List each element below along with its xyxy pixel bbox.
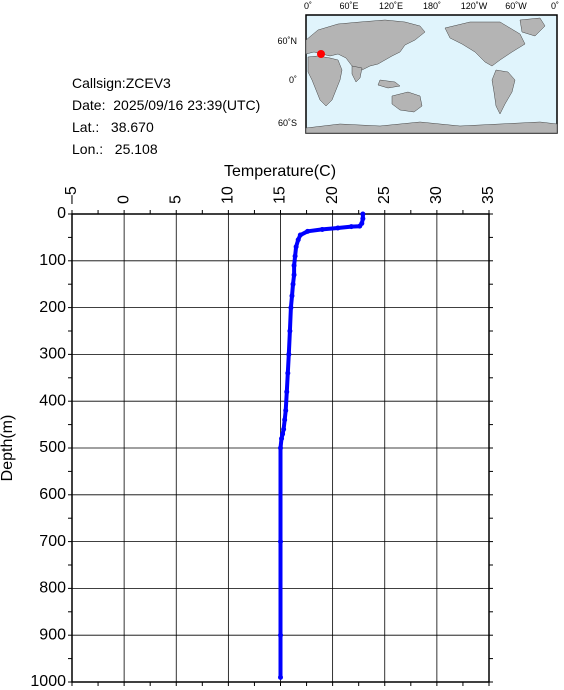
data-point — [357, 223, 363, 229]
x-tick-label: 0 — [115, 195, 132, 204]
y-tick-label: 800 — [39, 580, 66, 597]
y-axis-label: Depth(m) — [0, 415, 16, 482]
map-lat-label: 60˚S — [278, 118, 297, 128]
data-point — [281, 426, 287, 432]
x-tick-label: 35 — [480, 186, 497, 204]
map-lon-label: 60˚E — [339, 1, 358, 11]
world-map: 0˚ 60˚E 120˚E 180˚ 120˚W 60˚W 0˚ 60˚N 0˚ 60˚S — [277, 1, 559, 134]
data-point — [360, 211, 366, 217]
data-point — [284, 389, 290, 395]
data-point — [297, 232, 303, 238]
y-tick-labels: 0 100 200 300 400 500 600 700 800 900 1000 — [30, 205, 66, 690]
y-tick-label: 1000 — [30, 673, 66, 690]
map-lon-label: 0˚ — [304, 1, 312, 11]
land-indonesia — [377, 79, 401, 89]
data-point — [278, 674, 283, 680]
series-line-group — [278, 211, 366, 680]
data-point — [291, 262, 297, 268]
data-point — [289, 293, 295, 299]
x-tick-label: 10 — [220, 186, 237, 204]
x-tick-label: 15 — [272, 186, 289, 204]
data-point — [295, 237, 301, 243]
land-australia — [391, 91, 423, 113]
data-point — [278, 445, 283, 451]
x-tick-label: –5 — [63, 186, 80, 204]
data-point — [286, 351, 292, 357]
map-lat-label: 60˚N — [277, 36, 297, 46]
data-point — [282, 417, 288, 423]
star-icon — [317, 50, 325, 58]
x-tick-labels: –5 0 5 10 15 20 25 30 35 — [63, 186, 497, 204]
x-tick-label: 5 — [167, 195, 184, 204]
x-tick-label: 30 — [428, 186, 445, 204]
land-eurasia — [305, 19, 426, 71]
y-tick-label: 100 — [39, 252, 66, 269]
date-text: Date: 2025/09/16 23:39(UTC) — [72, 97, 261, 113]
data-point — [290, 281, 296, 287]
data-point — [287, 328, 293, 334]
y-tick-label: 500 — [39, 439, 66, 456]
y-tick-label: 300 — [39, 346, 66, 363]
map-marker — [317, 50, 325, 58]
data-point — [278, 539, 283, 545]
callsign-text: Callsign:ZCEV3 — [72, 75, 171, 91]
land-north-america — [444, 21, 526, 67]
map-lon-label: 60˚W — [505, 1, 527, 11]
land-india — [351, 65, 363, 83]
chart: –5 0 5 10 15 20 25 30 35 01002003004005006007008… — [0, 163, 497, 690]
data-point — [360, 216, 366, 222]
x-tick-label: 25 — [376, 186, 393, 204]
y-tick-label: 200 — [39, 299, 66, 316]
data-point — [283, 408, 289, 414]
data-point — [292, 253, 298, 259]
x-axis-label: Temperature(C) — [224, 163, 336, 180]
data-point — [293, 244, 299, 250]
map-lon-label: 180˚ — [423, 1, 441, 11]
land-africa — [307, 55, 343, 107]
data-point — [285, 370, 291, 376]
data-point — [278, 632, 283, 638]
x-tick-label: 20 — [324, 186, 341, 204]
plot-frame — [71, 213, 490, 683]
map-lon-labels: 0˚ 60˚E 120˚E 180˚ 120˚W 60˚W 0˚ — [304, 1, 559, 11]
data-point — [348, 224, 354, 230]
y-tick-label: 0 — [57, 205, 66, 222]
land-south-america — [491, 69, 516, 115]
data-point — [280, 431, 286, 437]
map-lon-label: 0˚ — [551, 1, 559, 11]
land-antarctica — [305, 121, 558, 134]
data-point — [305, 228, 311, 234]
y-tick-label: 900 — [39, 626, 66, 643]
map-lon-label: 120˚E — [379, 1, 403, 11]
y-tick-label: 600 — [39, 486, 66, 503]
latitude-text: Lat.: 38.670 — [72, 119, 154, 135]
data-point — [335, 225, 341, 231]
map-land — [305, 17, 558, 134]
map-lat-labels: 60˚N 0˚ 60˚S — [277, 36, 297, 128]
map-lat-label: 0˚ — [289, 75, 297, 85]
data-point — [288, 305, 294, 311]
map-lon-label: 120˚W — [461, 1, 488, 11]
y-tick-label: 700 — [39, 533, 66, 550]
longitude-text: Lon.: 25.108 — [72, 141, 158, 157]
station-info: Callsign:ZCEV3 Date: 2025/09/16 23:39(UT… — [72, 72, 260, 160]
land-greenland — [519, 17, 546, 37]
data-point — [279, 436, 285, 442]
data-point — [319, 226, 325, 232]
data-point — [291, 272, 297, 278]
y-tick-label: 400 — [39, 392, 66, 409]
